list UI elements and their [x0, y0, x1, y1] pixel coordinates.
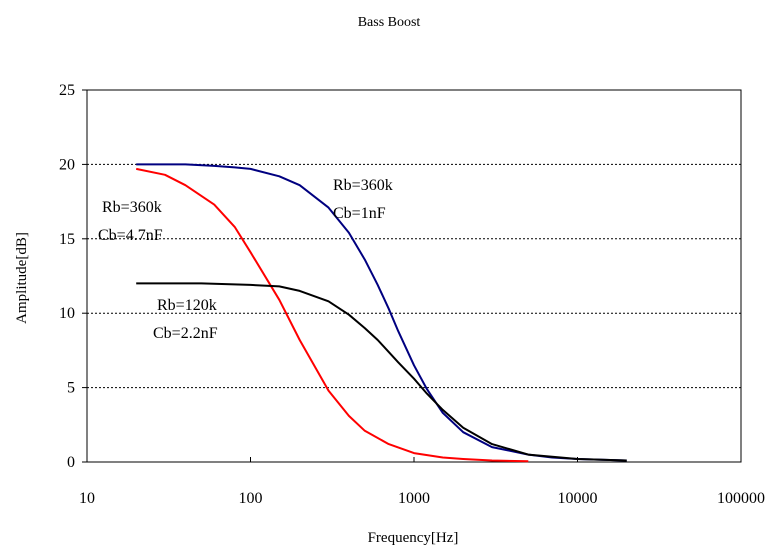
x-tick-label: 100 — [239, 490, 263, 507]
grid-lines — [87, 163, 741, 389]
annotation-line: Cb=2.2nF — [153, 325, 218, 342]
annotation-rb360k-cb1nf: Rb=360k Cb=1nF — [333, 177, 393, 222]
annotation-line: Rb=360k — [102, 199, 162, 216]
series-line — [136, 282, 627, 462]
plot-frame — [86, 89, 742, 463]
y-axis-label: Amplitude[dB] — [14, 232, 30, 324]
annotation-line: Cb=4.7nF — [98, 227, 163, 244]
y-tick-labels: 0 5 10 15 20 25 — [59, 82, 75, 471]
y-tick-label: 25 — [59, 82, 75, 99]
x-tick-label: 10 — [79, 490, 95, 507]
annotation-line: Rb=120k — [157, 297, 217, 314]
y-tick-label: 20 — [59, 156, 75, 173]
series-lines — [135, 163, 627, 463]
chart-title: Bass Boost — [358, 15, 421, 30]
y-tick-label: 5 — [67, 380, 75, 397]
annotation-rb360k-cb4p7nf: Rb=360k Cb=4.7nF — [98, 199, 163, 244]
y-tick-label: 15 — [59, 231, 75, 248]
annotation-rb120k-cb2p2nf: Rb=120k Cb=2.2nF — [153, 297, 218, 342]
y-tick-label: 10 — [59, 305, 75, 322]
annotation-line: Cb=1nF — [333, 205, 386, 222]
axes — [82, 89, 742, 463]
x-tick-label: 100000 — [717, 490, 765, 507]
y-tick-label: 0 — [67, 454, 75, 471]
x-tick-label: 10000 — [558, 490, 598, 507]
series-line — [136, 163, 627, 462]
annotation-line: Rb=360k — [333, 177, 393, 194]
x-tick-label: 1000 — [398, 490, 430, 507]
x-tick-labels: 10 100 1000 10000 100000 — [79, 490, 765, 507]
series-line — [135, 167, 529, 463]
x-axis-label: Frequency[Hz] — [368, 530, 459, 546]
